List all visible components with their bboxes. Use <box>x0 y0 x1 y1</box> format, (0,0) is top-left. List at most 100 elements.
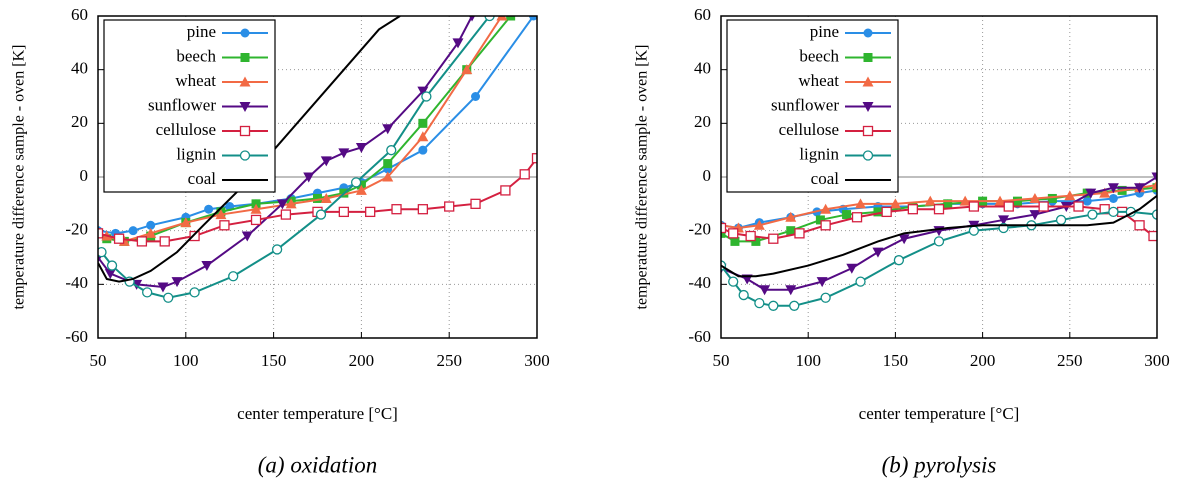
legend-marker <box>239 102 251 112</box>
marker <box>365 206 376 218</box>
marker <box>313 193 322 203</box>
marker <box>789 300 800 311</box>
marker <box>786 226 796 236</box>
marker <box>418 145 428 155</box>
y-axis-label: temperature difference sample - oven [K] <box>11 45 28 310</box>
marker <box>145 227 157 238</box>
legend-marker-shape <box>239 102 251 112</box>
legend-marker <box>863 28 873 38</box>
marker <box>1055 214 1067 226</box>
marker <box>754 297 765 309</box>
axes-frame <box>97 15 538 339</box>
marker <box>1047 193 1057 203</box>
marker <box>1134 220 1145 231</box>
marker <box>855 276 866 287</box>
marker <box>759 285 771 296</box>
marker <box>461 64 473 75</box>
marker <box>163 292 174 303</box>
legend-label: beech <box>799 46 839 65</box>
x-tick-label: 150 <box>883 351 909 370</box>
marker <box>1108 206 1119 218</box>
legend-label: sunflower <box>771 95 839 114</box>
marker <box>452 38 464 49</box>
marker <box>881 206 892 218</box>
legend-marker <box>862 102 874 112</box>
marker <box>470 198 481 209</box>
marker <box>201 261 213 272</box>
marker <box>1148 230 1157 242</box>
marker <box>816 277 828 288</box>
legend-marker-shape <box>862 125 874 137</box>
marker <box>469 16 476 22</box>
legend-marker <box>239 150 251 161</box>
marker <box>355 184 367 195</box>
x-tick-label: 200 <box>970 351 996 370</box>
marker <box>933 204 945 215</box>
x-tick-label: 100 <box>795 351 821 370</box>
marker <box>241 231 253 242</box>
marker <box>1082 196 1092 206</box>
marker <box>820 292 831 303</box>
marker <box>1003 201 1014 212</box>
x-tick-label: 150 <box>261 351 287 370</box>
marker <box>280 209 292 220</box>
marker <box>893 255 905 266</box>
legend-label: wheat <box>798 71 839 90</box>
x-tick-label: 250 <box>436 351 462 370</box>
marker <box>500 185 511 196</box>
y-tick-label: 0 <box>80 166 89 185</box>
marker <box>753 219 765 230</box>
marker <box>721 222 727 234</box>
marker <box>417 204 429 215</box>
x-tick-label: 50 <box>713 351 730 370</box>
marker <box>276 199 288 210</box>
marker <box>738 289 749 301</box>
marker <box>1151 179 1157 190</box>
marker <box>1107 183 1119 194</box>
marker <box>383 159 393 169</box>
y-tick-label: 60 <box>694 5 711 24</box>
y-tick-label: 20 <box>694 112 711 131</box>
legend-marker <box>240 53 250 62</box>
legend-label: lignin <box>799 144 839 163</box>
x-tick-label: 50 <box>90 351 107 370</box>
marker <box>1108 193 1118 203</box>
marker <box>303 172 315 183</box>
marker <box>785 285 797 296</box>
legend-marker <box>862 125 874 137</box>
marker <box>1038 201 1049 212</box>
marker <box>898 234 910 245</box>
y-tick-label: -40 <box>65 273 88 292</box>
legend-marker <box>862 150 874 161</box>
marker <box>768 300 779 311</box>
marker <box>350 177 362 188</box>
marker <box>968 225 980 236</box>
marker <box>496 16 508 21</box>
series-line <box>721 210 1157 307</box>
legend-marker-shape <box>239 125 251 137</box>
marker <box>846 263 858 274</box>
marker <box>159 236 170 247</box>
legend-label: cellulose <box>156 120 216 139</box>
marker <box>250 214 262 226</box>
marker <box>128 226 138 236</box>
marker <box>1134 183 1146 194</box>
y-tick-label: -60 <box>688 327 711 346</box>
marker <box>204 204 214 214</box>
caption: (b) pyrolysis <box>882 452 997 477</box>
marker <box>171 277 183 288</box>
marker <box>189 230 200 242</box>
marker <box>421 91 432 102</box>
marker <box>519 169 530 180</box>
marker <box>751 236 761 246</box>
x-tick-label: 100 <box>173 351 199 370</box>
marker <box>959 195 971 206</box>
marker <box>391 204 402 215</box>
marker <box>1151 209 1157 220</box>
plot-area <box>721 172 1157 311</box>
legend-label: pine <box>810 22 839 41</box>
legend-marker-shape <box>863 28 873 38</box>
marker <box>484 16 495 22</box>
